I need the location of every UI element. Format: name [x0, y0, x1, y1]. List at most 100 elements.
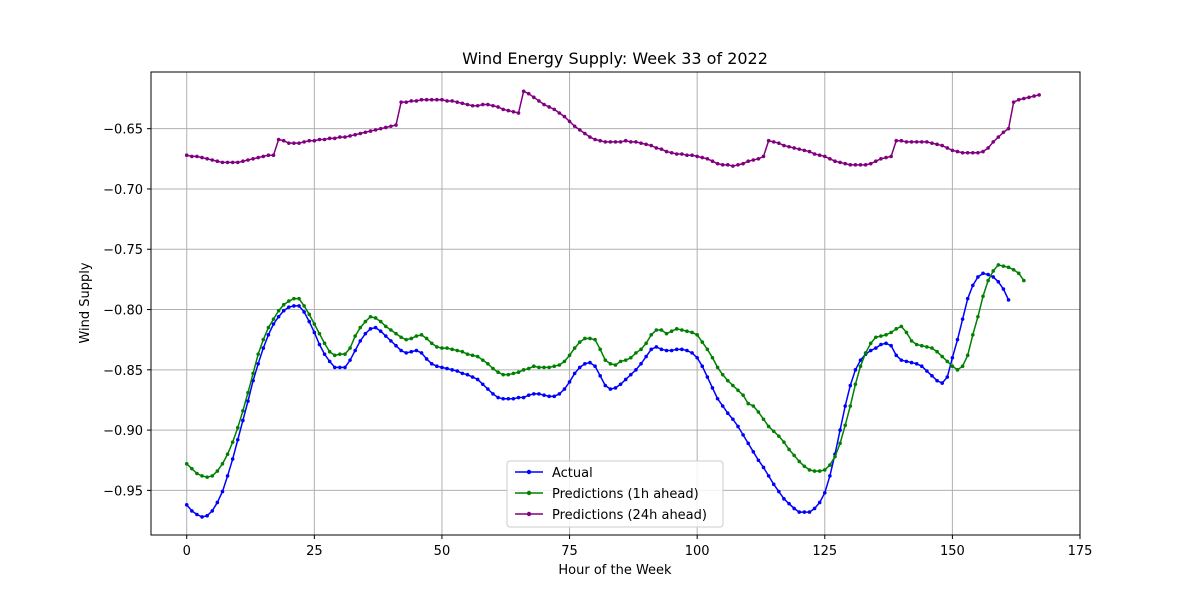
data-point — [930, 141, 934, 145]
data-point — [925, 369, 929, 373]
data-point — [307, 312, 312, 317]
data-point — [230, 440, 235, 444]
data-point — [639, 361, 643, 366]
data-point — [256, 155, 260, 160]
data-point — [797, 459, 802, 464]
data-point — [552, 394, 557, 399]
data-point — [669, 348, 674, 353]
data-point — [700, 364, 705, 369]
data-point — [629, 355, 633, 360]
data-point — [822, 468, 827, 472]
data-point — [516, 370, 521, 375]
data-point — [486, 387, 490, 391]
data-point — [567, 380, 572, 384]
data-point — [532, 364, 536, 369]
data-point — [506, 108, 511, 113]
data-point — [751, 450, 756, 454]
data-point — [583, 131, 587, 136]
data-point — [572, 346, 577, 350]
data-point — [480, 382, 485, 387]
data-point — [715, 396, 720, 401]
plot-frame — [150, 71, 1081, 536]
data-point — [480, 102, 485, 107]
data-point — [685, 153, 689, 157]
data-point — [909, 140, 914, 144]
data-point — [868, 348, 873, 353]
data-point — [889, 330, 893, 335]
data-point — [368, 129, 373, 133]
data-point — [394, 343, 398, 348]
data-point — [746, 441, 751, 446]
data-point — [710, 355, 715, 360]
data-point — [327, 136, 332, 141]
data-point — [822, 154, 827, 159]
data-point — [511, 371, 516, 376]
data-point — [695, 333, 699, 337]
data-point — [598, 347, 602, 352]
data-point — [1016, 271, 1021, 276]
legend-swatch-marker — [526, 490, 532, 496]
data-point — [705, 157, 710, 161]
data-point — [726, 163, 730, 167]
data-point — [486, 102, 490, 107]
data-point — [802, 510, 807, 514]
data-point — [955, 368, 960, 372]
data-point — [588, 135, 592, 139]
data-point — [455, 369, 460, 373]
data-point — [184, 462, 189, 466]
data-point — [680, 328, 684, 332]
data-point — [583, 361, 587, 366]
data-point — [603, 140, 608, 144]
data-point — [455, 100, 460, 104]
data-point — [950, 364, 955, 369]
data-point — [919, 140, 924, 144]
data-point — [817, 153, 822, 157]
data-point — [547, 105, 551, 109]
data-point — [190, 154, 194, 159]
data-point — [276, 308, 281, 313]
data-point — [608, 361, 613, 366]
data-point — [195, 154, 199, 159]
y-tick-label: −0.85 — [103, 364, 143, 379]
data-point — [771, 482, 776, 487]
data-point — [802, 148, 807, 153]
data-point — [486, 361, 490, 366]
data-point — [874, 346, 878, 350]
data-point — [358, 325, 363, 330]
data-point — [205, 513, 209, 518]
data-point — [950, 148, 955, 153]
data-point — [879, 334, 883, 338]
data-point — [623, 377, 628, 382]
data-point — [526, 393, 531, 397]
data-point — [935, 378, 939, 383]
data-point — [480, 358, 485, 362]
data-point — [792, 146, 796, 150]
data-point — [766, 424, 771, 429]
x-axis-label: Hour of the Week — [558, 563, 672, 578]
data-point — [445, 366, 449, 371]
data-point — [235, 437, 240, 442]
data-point — [715, 365, 720, 370]
data-point — [358, 339, 363, 343]
data-point — [976, 314, 980, 319]
data-point — [1037, 93, 1041, 97]
data-point — [210, 474, 215, 478]
data-point — [501, 372, 506, 377]
data-point — [807, 149, 812, 154]
data-point — [475, 354, 480, 359]
data-point — [771, 429, 776, 434]
data-point — [235, 425, 240, 430]
data-point — [812, 506, 817, 511]
data-point — [241, 409, 245, 413]
data-point — [874, 159, 878, 164]
data-point — [848, 383, 853, 388]
legend-swatch-marker — [526, 511, 532, 517]
data-point — [603, 358, 608, 362]
data-point — [965, 150, 970, 155]
data-point — [338, 135, 342, 139]
data-point — [215, 469, 220, 473]
data-point — [577, 340, 582, 344]
data-point — [940, 354, 944, 359]
data-point — [710, 159, 715, 164]
data-point — [343, 365, 347, 370]
